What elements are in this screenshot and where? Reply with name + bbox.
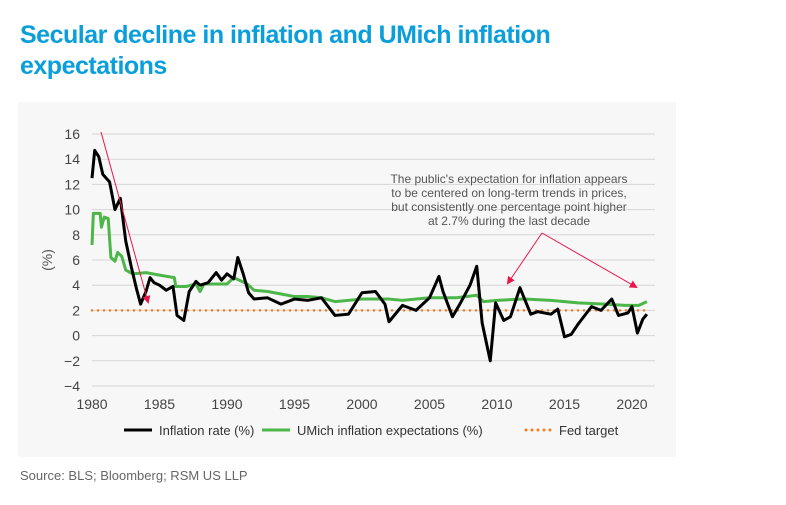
legend-label: Inflation rate (%) [159, 423, 254, 438]
x-tick-label: 2010 [481, 396, 512, 412]
annotation-arrow [100, 131, 151, 304]
y-axis-label: (%) [39, 249, 55, 271]
x-tick-label: 2015 [549, 396, 580, 412]
y-tick-label: 12 [64, 176, 80, 192]
series-line-1 [90, 211, 648, 307]
y-tick-label: 8 [72, 227, 80, 243]
y-tick-label: 0 [72, 328, 80, 344]
x-tick-label: 1985 [144, 396, 175, 412]
y-tick-label: 14 [64, 151, 80, 167]
legend-label: UMich inflation expectations (%) [297, 423, 483, 438]
y-tick-label: 10 [64, 202, 80, 218]
legend-label: Fed target [559, 423, 619, 438]
y-tick-label: 4 [72, 277, 80, 293]
x-tick-label: 1990 [211, 396, 242, 412]
y-tick-label: −4 [64, 378, 80, 394]
x-tick-label: 2000 [346, 396, 377, 412]
source-note: Source: BLS; Bloomberg; RSM US LLP [20, 468, 248, 483]
annotation-arrow [541, 232, 638, 288]
annotation-text: The public's expectation for inflation a… [390, 172, 627, 228]
annotation-arrow [506, 232, 543, 285]
x-tick-label: 1980 [76, 396, 107, 412]
chart-title: Secular decline in inflation and UMich i… [20, 21, 551, 80]
y-tick-label: 16 [64, 126, 80, 142]
y-tick-label: 6 [72, 252, 80, 268]
x-tick-label: 2005 [414, 396, 445, 412]
x-tick-label: 2020 [616, 396, 647, 412]
y-tick-label: −2 [64, 353, 80, 369]
x-tick-label: 1995 [279, 396, 310, 412]
series-line-0 [90, 148, 649, 363]
y-tick-label: 2 [72, 302, 80, 318]
chart-panel [18, 102, 676, 457]
